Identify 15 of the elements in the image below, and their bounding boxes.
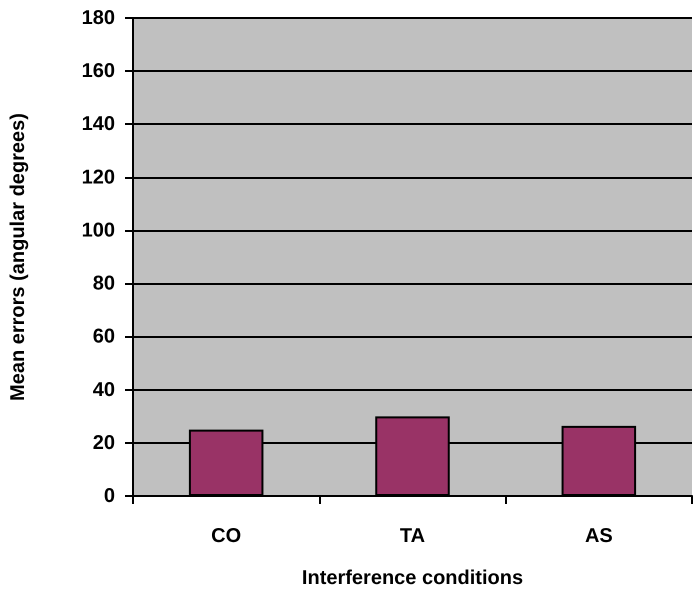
y-tick-label: 140 (82, 113, 115, 136)
x-tick-label: AS (584, 525, 613, 547)
y-tick-label: 160 (82, 60, 115, 82)
y-tick-label: 180 (82, 7, 115, 29)
x-tick-label: CO (211, 525, 242, 547)
y-tick-label: 120 (82, 166, 115, 188)
x-axis-title: Interference conditions (302, 567, 524, 589)
x-tick-label: TA (400, 525, 426, 547)
y-tick-label: 60 (92, 326, 115, 348)
y-axis-title: Mean errors (angular degrees) (7, 113, 29, 401)
y-tick-label: 20 (92, 432, 115, 454)
y-tick-label: 40 (92, 378, 115, 401)
y-tick-label: 100 (82, 219, 115, 242)
y-tick-label: 80 (92, 272, 115, 295)
y-tick-label: 0 (104, 485, 115, 507)
